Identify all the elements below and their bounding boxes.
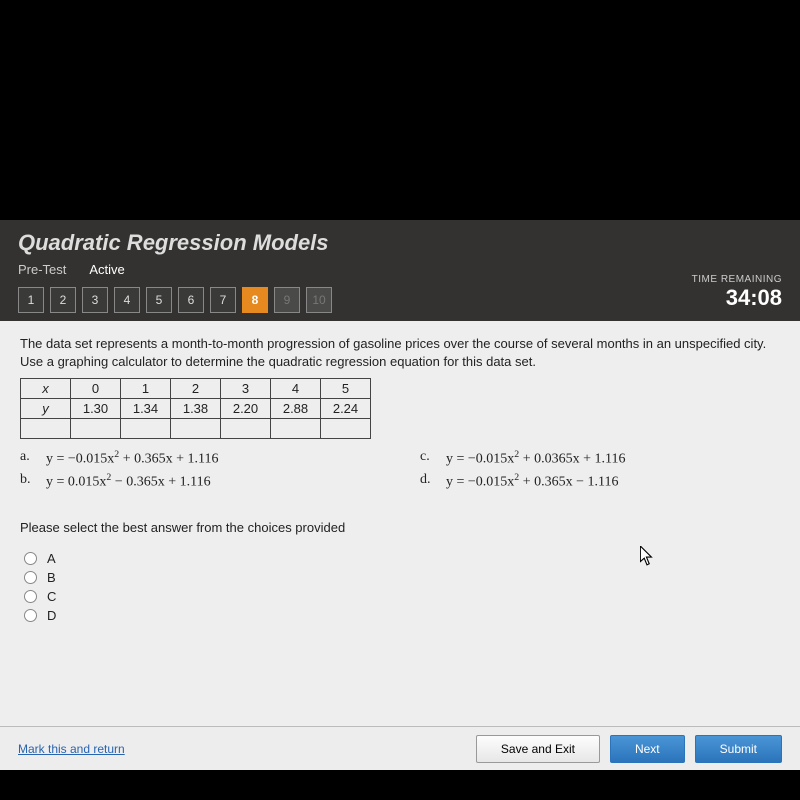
quiz-header: Quadratic Regression Models Pre-Test Act… [0, 220, 800, 321]
question-nav-2[interactable]: 2 [50, 287, 76, 313]
blank-cell [171, 419, 221, 439]
mark-return-link[interactable]: Mark this and return [18, 742, 125, 756]
timer: TIME REMAINING 34:08 [692, 274, 782, 311]
footer-bar: Mark this and return Save and Exit Next … [0, 726, 800, 770]
radio-icon [24, 571, 37, 584]
submit-button[interactable]: Submit [695, 735, 782, 763]
blank-cell [21, 419, 71, 439]
radio-label: C [47, 589, 56, 604]
x-label: x [21, 379, 71, 399]
y-cell: 1.38 [171, 399, 221, 419]
next-button[interactable]: Next [610, 735, 685, 763]
active-label: Active [89, 262, 124, 277]
question-nav-5[interactable]: 5 [146, 287, 172, 313]
x-cell: 2 [171, 379, 221, 399]
question-nav-10: 10 [306, 287, 332, 313]
x-cell: 0 [71, 379, 121, 399]
radio-icon [24, 609, 37, 622]
answer-equations: a.y = −0.015x2 + 0.365x + 1.116 c.y = −0… [20, 449, 780, 490]
choice-a-text: y = −0.015x2 + 0.365x + 1.116 [46, 449, 218, 468]
question-nav-4[interactable]: 4 [114, 287, 140, 313]
question-nav-3[interactable]: 3 [82, 287, 108, 313]
question-nav-7[interactable]: 7 [210, 287, 236, 313]
question-nav-9: 9 [274, 287, 300, 313]
choice-c-text: y = −0.015x2 + 0.0365x + 1.116 [446, 449, 625, 468]
timer-label: TIME REMAINING [692, 274, 782, 285]
choice-c: c.y = −0.015x2 + 0.0365x + 1.116 [420, 449, 780, 468]
question-nav-8[interactable]: 8 [242, 287, 268, 313]
answer-radios: ABCD [24, 551, 780, 623]
x-cell: 5 [321, 379, 371, 399]
y-cell: 2.20 [221, 399, 271, 419]
blank-cell [321, 419, 371, 439]
quiz-title: Quadratic Regression Models [18, 230, 782, 256]
blank-cell [121, 419, 171, 439]
radio-option-a[interactable]: A [24, 551, 780, 566]
question-nav-6[interactable]: 6 [178, 287, 204, 313]
pretest-label: Pre-Test [18, 262, 66, 277]
y-cell: 1.34 [121, 399, 171, 419]
status-row: Pre-Test Active [18, 262, 782, 277]
radio-icon [24, 590, 37, 603]
radio-option-d[interactable]: D [24, 608, 780, 623]
question-nav: 12345678910 [18, 287, 782, 313]
question-content: The data set represents a month-to-month… [0, 321, 800, 726]
save-exit-button[interactable]: Save and Exit [476, 735, 600, 763]
choice-d: d.y = −0.015x2 + 0.365x − 1.116 [420, 472, 780, 491]
choice-a: a.y = −0.015x2 + 0.365x + 1.116 [20, 449, 380, 468]
blank-cell [221, 419, 271, 439]
y-label: y [21, 399, 71, 419]
blank-cell [71, 419, 121, 439]
y-cell: 1.30 [71, 399, 121, 419]
choice-b-text: y = 0.015x2 − 0.365x + 1.116 [46, 472, 211, 491]
black-region-top [0, 0, 800, 220]
question-nav-1[interactable]: 1 [18, 287, 44, 313]
question-text: The data set represents a month-to-month… [20, 335, 780, 370]
data-table: x012345 y1.301.341.382.202.882.24 [20, 378, 371, 439]
y-cell: 2.24 [321, 399, 371, 419]
choice-d-text: y = −0.015x2 + 0.365x − 1.116 [446, 472, 618, 491]
x-cell: 1 [121, 379, 171, 399]
timer-value: 34:08 [692, 285, 782, 311]
radio-option-c[interactable]: C [24, 589, 780, 604]
radio-icon [24, 552, 37, 565]
radio-option-b[interactable]: B [24, 570, 780, 585]
x-cell: 3 [221, 379, 271, 399]
radio-label: D [47, 608, 56, 623]
x-cell: 4 [271, 379, 321, 399]
choice-b: b.y = 0.015x2 − 0.365x + 1.116 [20, 472, 380, 491]
blank-cell [271, 419, 321, 439]
y-cell: 2.88 [271, 399, 321, 419]
radio-label: A [47, 551, 56, 566]
instruction-text: Please select the best answer from the c… [20, 520, 780, 535]
radio-label: B [47, 570, 56, 585]
